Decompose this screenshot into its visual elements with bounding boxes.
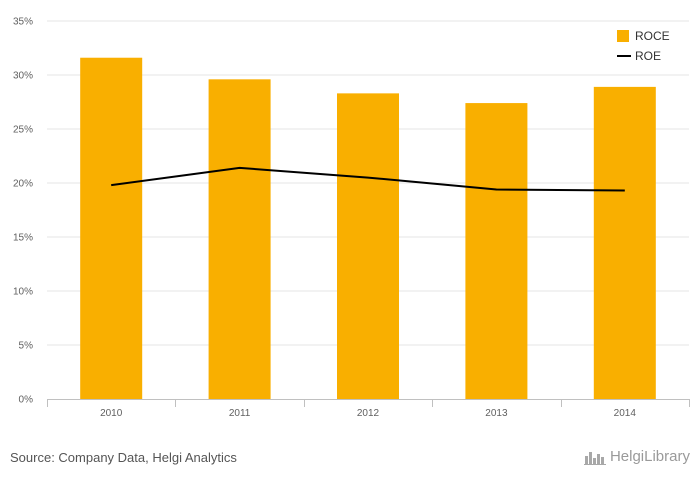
legend-label-roe: ROE bbox=[635, 49, 661, 63]
brand-logo[interactable]: HelgiLibrary bbox=[583, 448, 690, 465]
x-axis: 2010 2011 2012 2013 2014 bbox=[47, 399, 690, 419]
roce-bars bbox=[80, 57, 656, 400]
legend-swatch-roce bbox=[617, 30, 629, 42]
x-tick-label: 2014 bbox=[614, 408, 637, 419]
x-tick-label: 2011 bbox=[229, 408, 251, 419]
bar-roce bbox=[337, 93, 399, 400]
y-tick-label: 15% bbox=[13, 233, 33, 244]
x-tick-label: 2013 bbox=[485, 408, 508, 419]
bar-roce bbox=[465, 103, 528, 399]
legend-label-roce: ROCE bbox=[635, 29, 670, 43]
x-tick-label: 2012 bbox=[357, 408, 380, 419]
bar-roce bbox=[208, 79, 271, 399]
bar-roce bbox=[593, 86, 656, 399]
y-tick-label: 10% bbox=[13, 287, 33, 298]
city-skyline-icon bbox=[583, 451, 606, 465]
y-tick-label: 0% bbox=[19, 395, 34, 406]
source-note: Source: Company Data, Helgi Analytics bbox=[10, 450, 237, 465]
y-axis: 0% 5% 10% 15% 20% 25% 30% 35% bbox=[13, 17, 33, 406]
roe-line bbox=[111, 166, 625, 192]
y-tick-label: 5% bbox=[19, 341, 34, 352]
y-tick-label: 30% bbox=[13, 71, 33, 82]
y-tick-label: 25% bbox=[13, 125, 33, 136]
y-tick-label: 20% bbox=[13, 179, 33, 190]
x-tick-label: 2010 bbox=[100, 408, 123, 419]
y-tick-label: 35% bbox=[13, 17, 33, 28]
brand-name: HelgiLibrary bbox=[609, 448, 690, 465]
bar-roce bbox=[80, 57, 143, 399]
legend[interactable]: ROCE ROE bbox=[617, 29, 670, 63]
